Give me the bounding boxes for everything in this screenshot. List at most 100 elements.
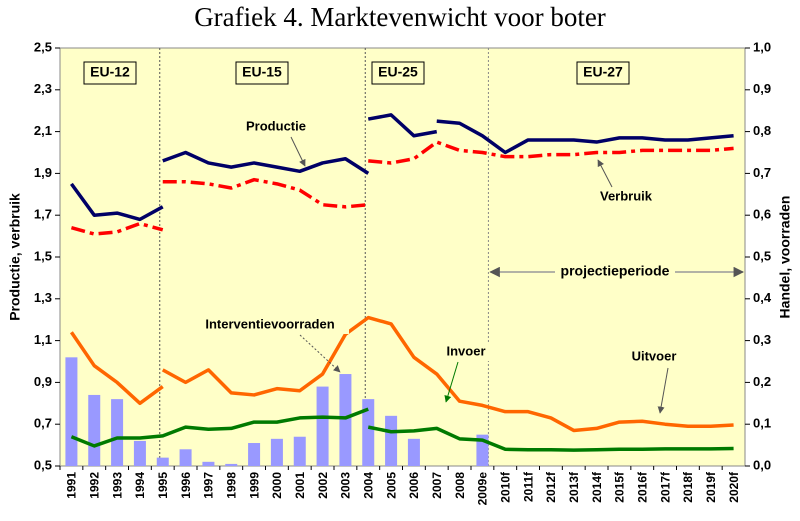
x-tick-label: 1996 [179,472,193,499]
series-line [70,407,369,448]
x-tick-label: 2020f [727,471,741,503]
series-label: Productie [246,118,306,133]
y2-tick-label: 0,5 [753,248,771,263]
y-tick-label: 1,5 [34,248,52,263]
label-pointer [299,334,341,373]
bar [133,440,146,466]
series-label-bg [238,118,314,136]
y-tick-label: 1,3 [34,290,52,305]
period-label: EU-12 [90,64,130,80]
series-label: Interventievoorraden [205,316,334,331]
bar [202,461,215,466]
projection-label: projectieperiode [561,263,670,279]
series-line [69,331,164,406]
bar [385,415,398,466]
bar [339,374,352,466]
x-tick-label: 2017f [658,471,672,503]
label-pointer [290,136,306,167]
y-tick-label: 0,5 [34,457,52,472]
series-line [367,113,438,138]
x-tick-label: 2016f [635,471,649,503]
x-tick-label: 2015f [613,471,627,503]
series-line [161,315,734,433]
label-pointer [444,361,459,403]
y2-tick-label: 0,4 [753,290,772,305]
bar [156,457,169,466]
label-pointer [597,159,613,188]
x-tick-label: 2018f [681,471,695,503]
x-tick-label: 2001 [293,472,307,499]
x-tick-label: 2013f [567,471,581,503]
y-tick-label: 1,9 [34,165,52,180]
bar [111,399,124,466]
period-label: EU-25 [378,64,418,80]
x-tick-label: 1997 [202,472,216,499]
series-line [70,221,164,236]
x-tick-label: 2006 [407,472,421,499]
bar [316,386,329,466]
series-label-bg [592,188,660,206]
series-label: Invoer [446,343,485,358]
bar [407,438,420,466]
y-axis-title: Productie, verbruik [7,193,23,321]
series-line [368,140,734,165]
bar [270,438,283,466]
x-tick-label: 2010f [498,471,512,503]
plot-area [59,47,746,467]
x-tick-label: 1991 [65,472,79,499]
y2-tick-label: 0,8 [753,123,771,138]
y2-tick-label: 0,7 [753,165,771,180]
chart-title: Grafiek 4. Marktevenwicht voor boter [194,2,606,32]
x-tick-label: 2000 [270,472,284,499]
series-line [436,119,734,155]
bar [88,394,101,466]
y2-tick-label: 0,1 [753,416,771,431]
x-tick-label: 2002 [316,472,330,499]
series-line [70,182,164,222]
period-box [371,61,425,85]
x-tick-label: 1994 [133,472,147,499]
bar [179,449,192,466]
x-tick-label: 2019f [704,471,718,503]
y2-axis-title: Handel, voorraden [777,196,793,319]
series-line [367,425,734,452]
x-tick-label: 1999 [247,472,261,499]
bar [225,463,238,466]
y-tick-label: 2,3 [34,81,52,96]
series-label: Uitvoer [632,348,677,363]
x-tick-label: 2012f [544,471,558,503]
y-tick-label: 0,9 [34,374,52,389]
series-label-bg [440,343,492,361]
bar [293,436,306,466]
x-tick-label: 2004 [361,472,375,499]
y2-tick-label: 0,2 [753,374,771,389]
series-label-bg [191,316,349,334]
y2-tick-label: 0,0 [753,457,771,472]
x-tick-label: 2005 [384,472,398,499]
x-tick-label: 1998 [224,472,238,499]
series-label: Verbruik [600,188,653,203]
y-tick-label: 1,7 [34,207,52,222]
bar [65,357,78,466]
period-box [576,61,630,85]
y2-tick-label: 0,6 [753,207,771,222]
y-tick-label: 0,7 [34,416,52,431]
x-tick-label: 2014f [590,471,604,503]
series-line [162,177,369,209]
period-label: EU-15 [242,64,282,80]
projection-bg [555,262,675,282]
bar [362,399,375,466]
y2-tick-label: 0,9 [753,81,771,96]
label-pointer [657,367,669,414]
y-tick-label: 2,5 [34,39,52,54]
period-label: EU-27 [583,64,623,80]
period-box [235,61,289,85]
y-tick-label: 1,1 [34,332,52,347]
x-tick-label: 2008 [453,472,467,499]
x-tick-label: 1992 [87,472,101,499]
x-tick-label: 2007 [430,472,444,499]
y2-tick-label: 0,3 [753,332,771,347]
series-label-bg [624,348,684,366]
x-tick-label: 2003 [339,472,353,499]
